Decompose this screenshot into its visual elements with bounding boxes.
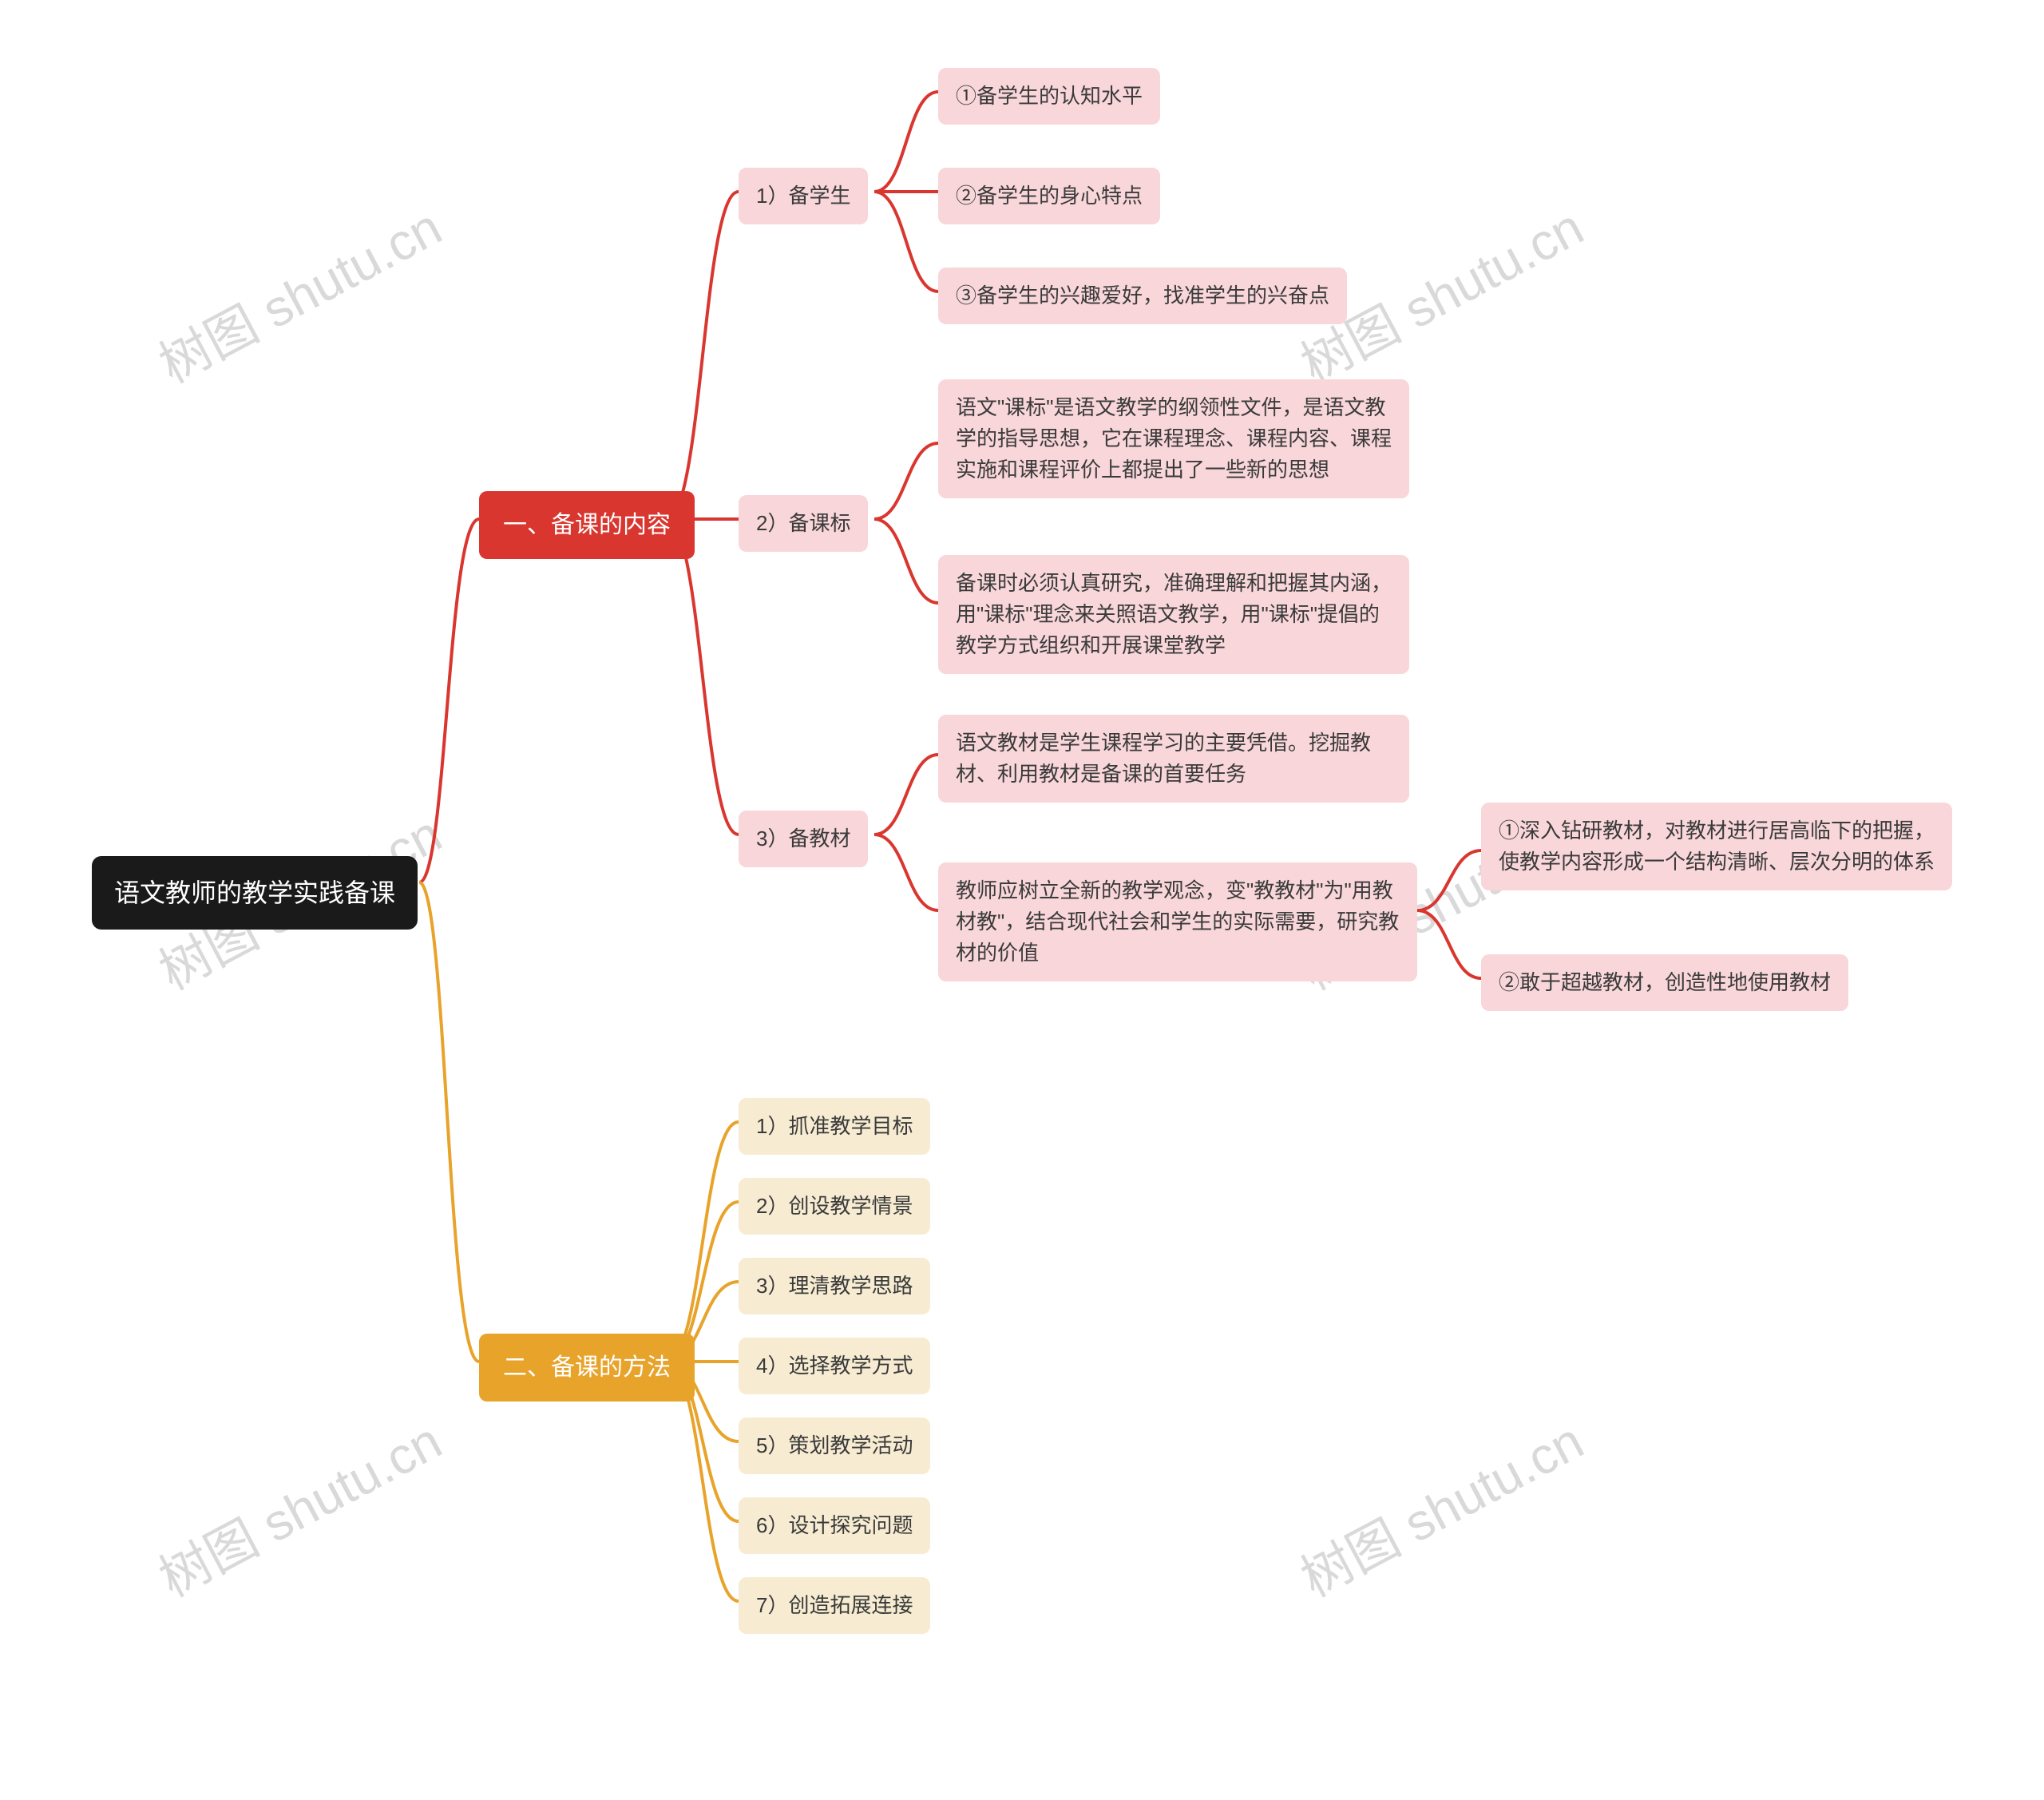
leaf-method-3[interactable]: 3）理清教学思路 (739, 1258, 930, 1314)
leaf-method-2[interactable]: 2）创设教学情景 (739, 1178, 930, 1235)
leaf-textbook-sub-2[interactable]: ②敢于超越教材，创造性地使用教材 (1481, 954, 1848, 1011)
leaf-method-6[interactable]: 6）设计探究问题 (739, 1497, 930, 1554)
leaf-students-1[interactable]: ①备学生的认知水平 (938, 68, 1160, 125)
node-textbook[interactable]: 3）备教材 (739, 811, 868, 867)
leaf-method-7[interactable]: 7）创造拓展连接 (739, 1577, 930, 1634)
branch-content[interactable]: 一、备课的内容 (479, 491, 695, 559)
branch-method[interactable]: 二、备课的方法 (479, 1334, 695, 1402)
leaf-textbook-2[interactable]: 教师应树立全新的教学观念，变"教教材"为"用教材教"，结合现代社会和学生的实际需… (938, 862, 1417, 981)
leaf-textbook-1[interactable]: 语文教材是学生课程学习的主要凭借。挖掘教材、利用教材是备课的首要任务 (938, 715, 1409, 803)
watermark: 树图 shutu.cn (145, 187, 453, 397)
mindmap-canvas: 树图 shutu.cn 树图 shutu.cn 树图 shutu.cn 树图 s… (0, 0, 2044, 1800)
leaf-students-2[interactable]: ②备学生的身心特点 (938, 168, 1160, 224)
node-standard[interactable]: 2）备课标 (739, 495, 868, 552)
watermark: 树图 shutu.cn (145, 1401, 453, 1611)
watermark: 树图 shutu.cn (1286, 1401, 1594, 1611)
leaf-method-5[interactable]: 5）策划教学活动 (739, 1417, 930, 1474)
node-students[interactable]: 1）备学生 (739, 168, 868, 224)
leaf-standard-1[interactable]: 语文"课标"是语文教学的纲领性文件，是语文教学的指导思想，它在课程理念、课程内容… (938, 379, 1409, 498)
leaf-students-3[interactable]: ③备学生的兴趣爱好，找准学生的兴奋点 (938, 268, 1347, 324)
leaf-method-1[interactable]: 1）抓准教学目标 (739, 1098, 930, 1155)
leaf-textbook-sub-1[interactable]: ①深入钻研教材，对教材进行居高临下的把握，使教学内容形成一个结构清晰、层次分明的… (1481, 803, 1952, 890)
root-node[interactable]: 语文教师的教学实践备课 (92, 856, 418, 930)
leaf-standard-2[interactable]: 备课时必须认真研究，准确理解和把握其内涵，用"课标"理念来关照语文教学，用"课标… (938, 555, 1409, 674)
leaf-method-4[interactable]: 4）选择教学方式 (739, 1338, 930, 1394)
